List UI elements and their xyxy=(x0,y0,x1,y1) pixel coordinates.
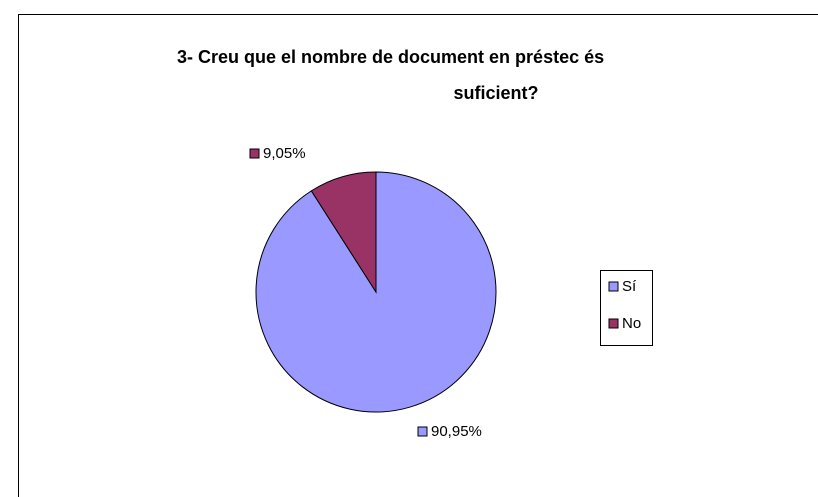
legend-label: No xyxy=(622,315,641,332)
data-label-key xyxy=(417,426,428,437)
data-label: 9,05% xyxy=(263,145,306,162)
data-label: 90,95% xyxy=(431,423,482,440)
legend-label: Sí xyxy=(622,278,637,295)
legend-key xyxy=(608,318,619,329)
chart-title: 3- Creu que el nombre de document en pré… xyxy=(177,47,604,103)
legend-key xyxy=(608,281,619,292)
pie-slice xyxy=(310,171,377,294)
data-label-key xyxy=(249,148,260,159)
